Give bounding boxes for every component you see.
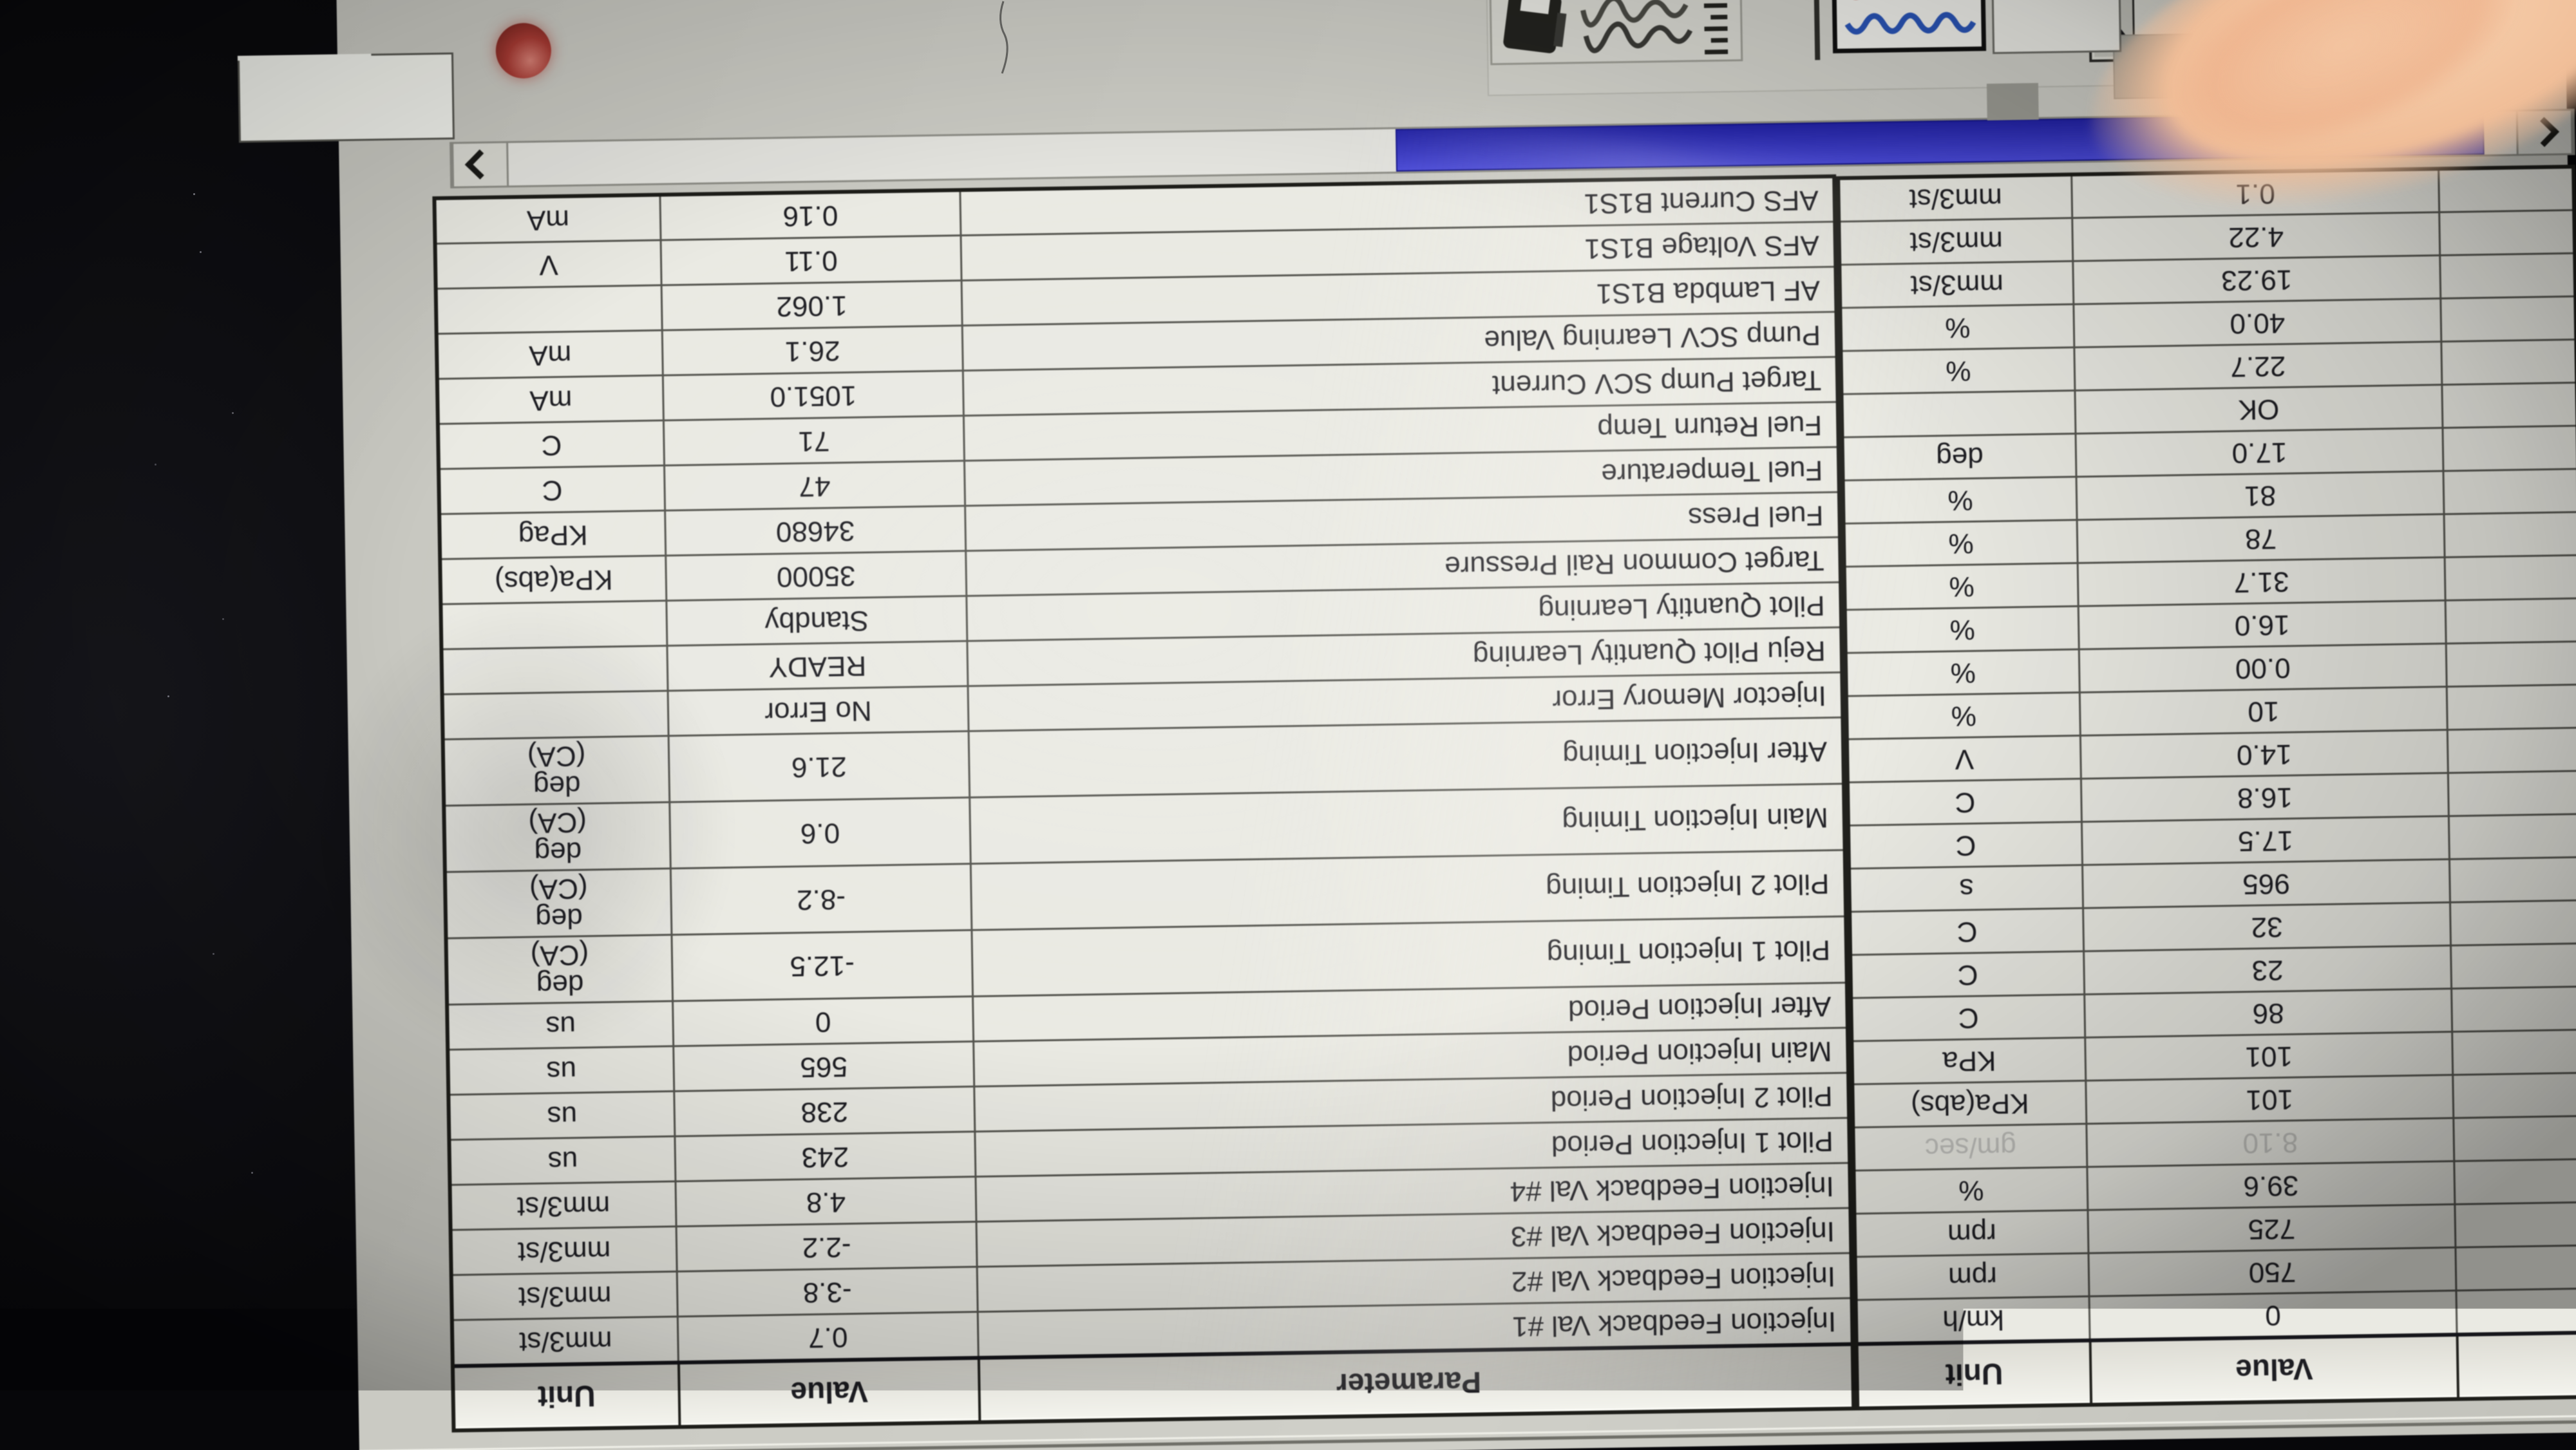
column-header-unit[interactable]: Unit	[1859, 1342, 2090, 1407]
signal-tool-icon	[1491, 0, 1741, 63]
chevron-right-icon	[465, 150, 495, 180]
monitor-screen: Value Unit 0 km/h 750 rpm 725 rpm 39.6% 8.1…	[336, 0, 2576, 1450]
primary-dropdown-value: Primary	[2369, 5, 2492, 41]
main-list-rows: Injection Feedback Val #1 0.7 mm3/st Injec…	[436, 176, 1850, 1364]
bezel-dust	[193, 193, 195, 195]
column-header-unit[interactable]: Unit	[455, 1364, 678, 1428]
left-list-header: Value Unit	[1859, 1331, 2576, 1407]
scroll-left-button[interactable]	[2516, 111, 2573, 154]
column-header-value[interactable]: Value	[677, 1360, 978, 1425]
column-header-parameter[interactable]: Parameter	[978, 1346, 1852, 1420]
toolbar-gray-button[interactable]	[2113, 33, 2195, 99]
left-list-rows: 0 km/h 750 rpm 725 rpm 39.6% 8.10 gm/sec 101…	[1840, 166, 2576, 1342]
column-header-value[interactable]: Value	[2089, 1337, 2457, 1403]
main-parameter-list: Parameter Value Unit Injection Feedback …	[432, 174, 1855, 1433]
scroll-right-button[interactable]	[451, 143, 509, 186]
record-led-indicator	[495, 23, 551, 79]
toolbar-white-button[interactable]	[1991, 0, 2121, 54]
line-chart-view-button[interactable]	[1832, 0, 1986, 53]
signal-recorder-button[interactable]	[1489, 0, 1743, 65]
chevron-left-icon	[2530, 117, 2560, 147]
toolbar-divider	[1814, 0, 1821, 60]
left-parameter-list: Value Unit 0 km/h 750 rpm 725 rpm 39.6% 8.1…	[1836, 165, 2576, 1411]
photo-of-monitor: Value Unit 0 km/h 750 rpm 725 rpm 39.6% 8.1…	[0, 0, 2576, 1450]
toolbar-gray-chip	[1987, 83, 2039, 120]
column-header-blank	[2456, 1335, 2576, 1397]
scrollbar-thumb[interactable]	[1396, 112, 2485, 172]
status-panel	[238, 52, 455, 142]
line-chart-icon	[1836, 0, 1982, 49]
